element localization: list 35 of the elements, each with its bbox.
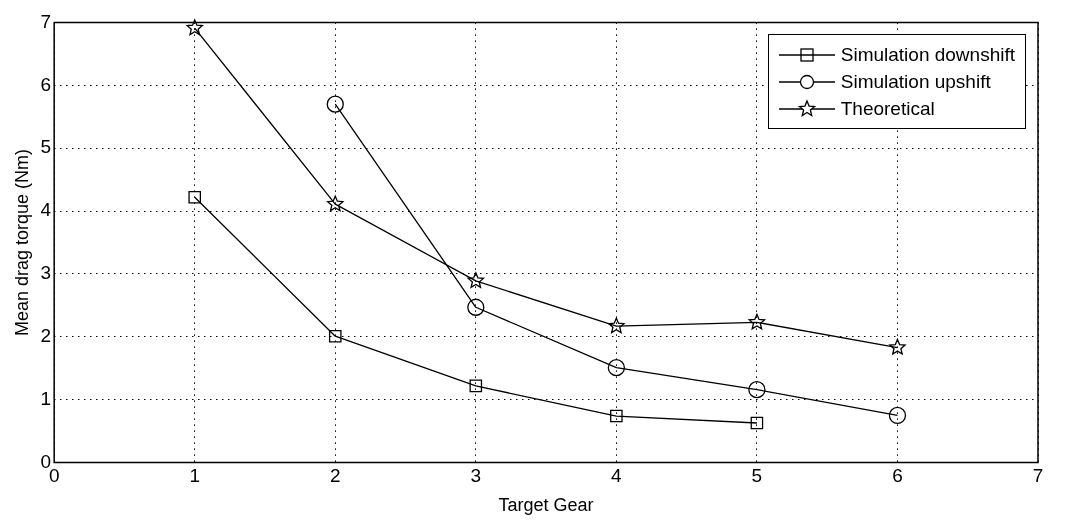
legend-label: Simulation upshift (840, 70, 991, 93)
legend-label: Theoretical (840, 97, 935, 120)
x-tick-label: 4 (611, 465, 623, 487)
x-tick-label: 6 (892, 465, 903, 487)
point (469, 379, 483, 393)
point (467, 272, 485, 288)
x-tick-label: 2 (329, 465, 341, 487)
y-tick-label: 2 (40, 325, 52, 347)
y-tick-label: 6 (40, 73, 52, 95)
y-tick-label: 7 (40, 10, 52, 32)
x-tick-label: 5 (751, 465, 763, 487)
y-axis-title: Mean drag torque (Nm) (11, 148, 32, 337)
x-axis-title: Target Gear (498, 495, 594, 516)
point (889, 338, 906, 355)
y-tick-label: 4 (40, 199, 52, 221)
point (186, 19, 203, 36)
y-tick-label: 3 (40, 262, 52, 284)
point (326, 95, 344, 113)
point (188, 190, 202, 204)
x-tick-label: 1 (189, 465, 200, 487)
y-tick-label: 1 (40, 387, 52, 409)
x-tick-label: 7 (1032, 465, 1044, 487)
point (610, 409, 623, 423)
point (467, 298, 485, 316)
point (328, 329, 342, 343)
point (327, 195, 344, 212)
point (608, 317, 625, 334)
x-tick-label: 3 (470, 465, 482, 487)
point (607, 358, 626, 377)
legend-label: Simulation downshift (840, 43, 1015, 66)
y-tick-label: 5 (40, 136, 52, 158)
point (888, 406, 907, 425)
point (748, 313, 766, 330)
point (750, 416, 764, 430)
point (748, 381, 766, 399)
